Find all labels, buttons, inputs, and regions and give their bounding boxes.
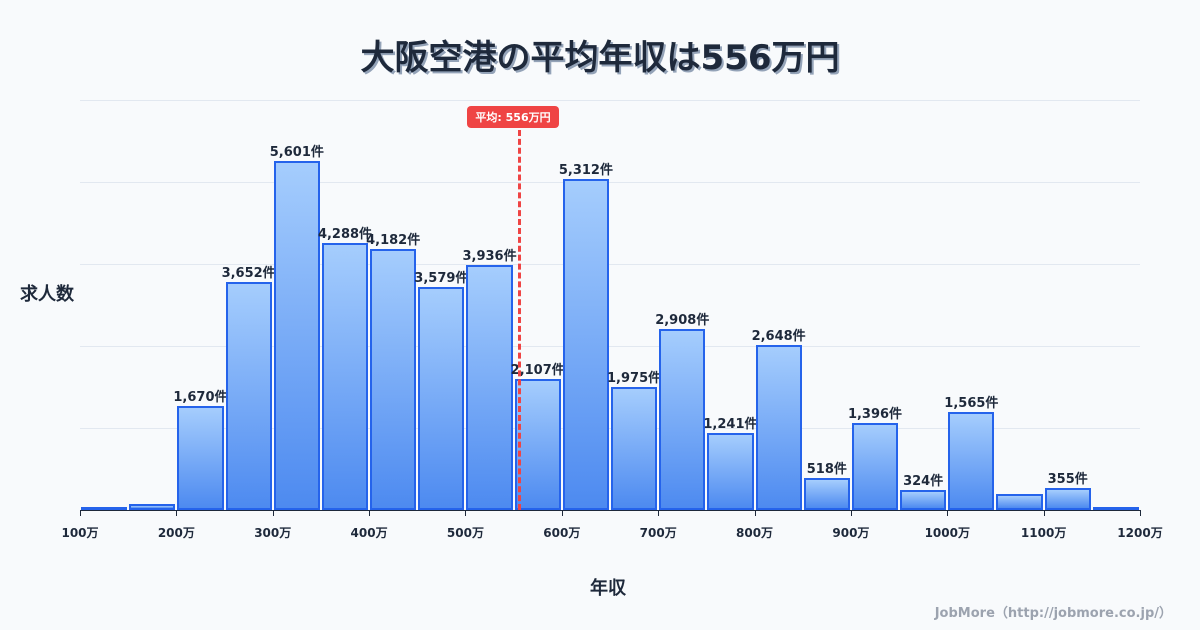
x-axis-tick: [272, 510, 274, 516]
bar-value-label: 1,975件: [607, 370, 662, 386]
gridline: [80, 100, 1140, 101]
x-tick-label: 200万: [157, 526, 195, 540]
bar-value-label: 324件: [903, 473, 944, 489]
x-tick-label: 100万: [61, 526, 99, 540]
bar-value-label: 518件: [806, 461, 847, 477]
histogram-bar: [321, 242, 369, 510]
histogram-bar: [129, 504, 176, 510]
x-tick-label: 800万: [736, 526, 774, 540]
histogram-bar: [755, 345, 802, 510]
x-axis-tick: [369, 510, 371, 516]
histogram-bar: [370, 249, 417, 510]
x-axis-tick: [561, 510, 563, 516]
histogram-bar: [1044, 487, 1091, 510]
histogram-bar: [177, 405, 224, 510]
histogram-bar: [803, 477, 850, 510]
x-axis-tick: [465, 510, 467, 516]
histogram-bar: [707, 432, 754, 510]
bar-value-label: 1,396件: [847, 407, 903, 422]
histogram-bar: [514, 378, 561, 510]
bar-value-label: 5,312件: [558, 163, 613, 178]
gridline: [80, 428, 1140, 429]
histogram-bar: [900, 489, 947, 510]
x-tick-label: 500万: [446, 526, 484, 540]
x-tick-label: 1100万: [1020, 526, 1067, 540]
histogram-bar: [225, 282, 272, 510]
x-tick-label: 900万: [832, 526, 870, 540]
bar-value-label: 1,241件: [703, 416, 758, 432]
histogram-bar: [562, 179, 609, 510]
x-tick-label: 400万: [350, 526, 388, 540]
gridline: [80, 182, 1140, 183]
histogram-bar: [948, 412, 995, 510]
histogram-bar: [466, 264, 513, 510]
footer-credit: JobMore（http://jobmore.co.jp/）: [934, 606, 1172, 621]
bar-value-label: 3,652件: [221, 266, 276, 282]
x-axis-tick: [176, 510, 178, 516]
bar-value-label: 2,648件: [751, 329, 806, 344]
gridline: [80, 346, 1140, 347]
x-axis-tick: [658, 510, 660, 516]
mean-marker-badge: 平均: 556万円: [467, 106, 559, 128]
x-tick-label: 600万: [543, 526, 581, 540]
chart-title: 大阪空港の平均年収は556万円: [360, 38, 840, 78]
x-axis-tick: [947, 510, 949, 516]
x-axis-tick: [80, 510, 81, 516]
histogram-bar: [851, 423, 899, 510]
bar-value-label: 5,601件: [269, 145, 324, 160]
bar-value-label: 2,908件: [655, 312, 710, 328]
x-tick-label: 700万: [639, 526, 677, 540]
x-axis-label: 年収: [590, 578, 626, 599]
histogram-bar: [273, 161, 320, 510]
x-axis-tick: [1043, 510, 1045, 516]
x-axis-line: [80, 510, 1140, 511]
bar-value-label: 4,288件: [317, 226, 373, 242]
histogram-bar: [996, 494, 1043, 510]
bar-value-label: 355件: [1047, 471, 1088, 487]
y-axis-label: 求人数: [20, 284, 74, 305]
histogram-bar: [418, 286, 465, 510]
gridline: [80, 264, 1140, 265]
mean-marker-line: [518, 130, 522, 510]
bar-value-label: 3,579件: [414, 270, 469, 286]
bar-value-label: 2,107件: [510, 362, 565, 378]
bar-value-label: 4,182件: [366, 233, 421, 249]
histogram-bar: [611, 386, 658, 510]
x-axis-tick: [1140, 510, 1141, 516]
histogram-bar: [659, 328, 706, 510]
x-tick-label: 1000万: [924, 526, 970, 540]
x-tick-label: 1200万: [1117, 526, 1163, 540]
bar-value-label: 1,565件: [944, 396, 999, 412]
bar-value-label: 1,670件: [173, 389, 228, 405]
bar-value-label: 3,936件: [462, 248, 517, 264]
x-tick-label: 300万: [254, 526, 292, 540]
x-axis-tick: [754, 510, 756, 516]
x-axis-tick: [850, 510, 852, 516]
